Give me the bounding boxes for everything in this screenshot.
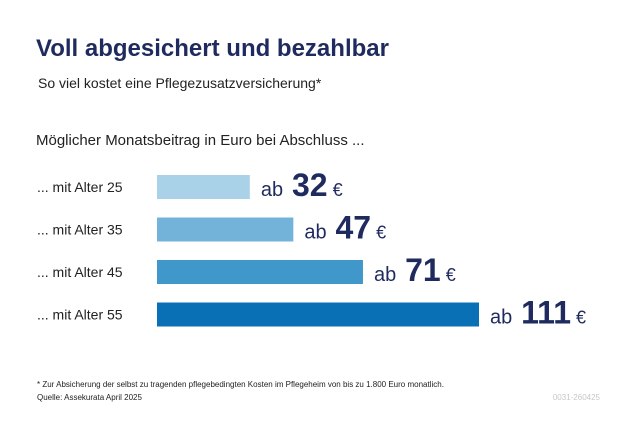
value-label: ab 111 € [490, 295, 586, 331]
value-label: ab 71 € [374, 252, 456, 288]
code: 0031-260425 [553, 393, 601, 402]
bar [157, 260, 363, 284]
bar [157, 302, 479, 327]
category-label: ... mit Alter 25 [37, 179, 123, 195]
chart-subtitle: So viel kostet eine Pflegezusatzversiche… [38, 75, 322, 91]
axis-label: Möglicher Monatsbeitrag in Euro bei Absc… [36, 132, 365, 149]
source: Quelle: Assekurata April 2025 [37, 393, 143, 402]
chart-title: Voll abgesichert und bezahlbar [36, 35, 389, 62]
footnote: * Zur Absicherung der selbst zu tragende… [37, 380, 444, 389]
value-label: ab 47 € [304, 210, 386, 246]
category-label: ... mit Alter 45 [37, 264, 123, 280]
bar [157, 175, 250, 199]
category-label: ... mit Alter 35 [37, 222, 123, 238]
category-label: ... mit Alter 55 [37, 307, 123, 323]
value-label: ab 32 € [261, 167, 343, 203]
bar [157, 217, 294, 242]
